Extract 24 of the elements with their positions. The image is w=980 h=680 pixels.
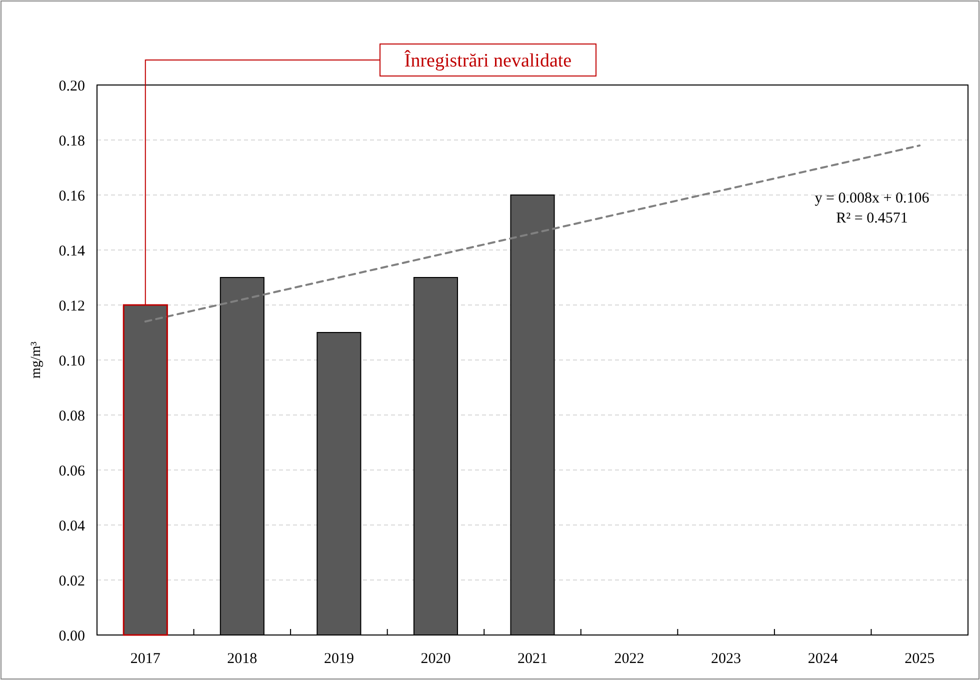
x-tick-label: 2023 xyxy=(711,651,742,667)
y-tick-label: 0.04 xyxy=(58,518,86,534)
x-tick-label: 2025 xyxy=(904,651,935,667)
y-tick-label: 0.06 xyxy=(58,463,86,480)
y-tick-label: 0.20 xyxy=(58,78,85,94)
y-tick-label: 0.16 xyxy=(58,188,86,204)
annotation: Înregistrări nevalidate xyxy=(404,50,572,72)
y-tick-label: 0.10 xyxy=(58,353,85,370)
y-tick-label: 0.14 xyxy=(58,243,86,260)
x-tick-label: 2021 xyxy=(518,651,548,667)
annotation: y = 0.008x + 0.106 xyxy=(814,190,930,206)
y-tick-label: 0.02 xyxy=(58,573,85,590)
x-tick-label: 2019 xyxy=(324,651,354,667)
y-tick-label: 0.18 xyxy=(58,133,85,150)
x-tick-label: 2017 xyxy=(130,651,161,667)
y-tick-label: 0.00 xyxy=(58,628,85,644)
y-tick-label: 0.08 xyxy=(58,408,85,424)
x-tick-label: 2020 xyxy=(420,651,451,667)
x-tick-label: 2022 xyxy=(614,651,644,667)
x-tick-label: 2024 xyxy=(808,651,838,667)
x-tick-label: 2018 xyxy=(227,651,258,667)
y-tick-label: 0.12 xyxy=(58,298,85,314)
annotation: R² = 0.4571 xyxy=(836,210,908,226)
y-axis-title: mg/m³ xyxy=(29,342,44,378)
